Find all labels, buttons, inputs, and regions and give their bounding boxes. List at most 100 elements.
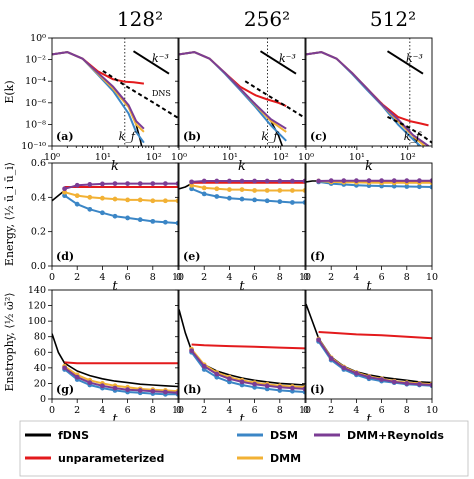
- point-dmm-reynolds: [74, 182, 80, 188]
- series-k: [259, 50, 297, 75]
- x-tick-label: 10²: [273, 152, 289, 163]
- point-dmm: [112, 196, 118, 202]
- series-fdns: [52, 333, 178, 388]
- point-dmm-reynolds: [328, 178, 334, 184]
- panel-letter: (g): [56, 383, 74, 396]
- point-dmm: [290, 188, 295, 193]
- legend-entry-dsm: DSM: [237, 429, 298, 442]
- plot-area: [52, 333, 178, 397]
- series-k: [386, 50, 424, 75]
- series-dmm: [318, 180, 432, 184]
- point-dmm-reynolds: [163, 389, 168, 395]
- point-dmm: [252, 188, 257, 193]
- series-unparameterized: [52, 51, 145, 85]
- point-dmm-reynolds: [150, 388, 156, 394]
- point-dmm-reynolds: [175, 181, 178, 186]
- row-label-spectrum: E(k): [3, 80, 16, 103]
- series-dmm: [64, 191, 178, 202]
- point-dmm-reynolds: [316, 337, 321, 343]
- series-dns: [102, 70, 178, 119]
- point-dsm: [290, 200, 295, 205]
- point-dmm-reynolds: [277, 178, 283, 184]
- point-dmm-reynolds: [137, 181, 143, 187]
- y-tick-label: 140: [28, 285, 46, 296]
- axes-frame: [178, 37, 306, 147]
- point-dmm-reynolds: [341, 178, 347, 184]
- point-dmm: [227, 187, 232, 193]
- point-dmm-reynolds: [404, 381, 410, 386]
- y-tick-label: 10⁻²: [25, 55, 46, 66]
- series-dmm: [190, 348, 305, 389]
- x-tick-label: 10: [426, 405, 438, 416]
- x-axis-label: k: [111, 159, 119, 174]
- y-tick-label: 20: [34, 378, 46, 389]
- point-dsm: [74, 201, 80, 207]
- legend-label-dsm: DSM: [270, 429, 298, 442]
- row-label-enstrophy: Enstrophy, ⟨½ ω̄²⟩: [3, 292, 16, 391]
- x-tick-label: 10: [172, 405, 184, 416]
- point-dmm-reynolds: [214, 178, 220, 184]
- legend-label-dmm-reynolds: DMM+Reynolds: [347, 429, 444, 442]
- point-dmm-reynolds: [391, 379, 397, 385]
- point-dsm: [264, 198, 270, 204]
- point-dsm: [201, 191, 207, 197]
- point-dsm: [175, 220, 178, 226]
- y-tick-label: 0.2: [31, 227, 46, 238]
- x-tick-label: 8: [277, 272, 283, 283]
- series-k: [132, 50, 170, 75]
- point-dmm-reynolds: [252, 178, 257, 184]
- x-tick-label: 0: [176, 272, 182, 283]
- point-dmm: [150, 198, 156, 204]
- x-axis-label: t: [366, 279, 372, 294]
- y-tick-label: 0.0: [31, 261, 46, 272]
- point-dsm: [214, 194, 220, 199]
- y-tick-label: 120: [28, 301, 46, 312]
- panels: 10⁰ 10¹ 10² 10⁰ 10⁻² 10⁻⁴ 10⁻⁶ 10⁻⁸ 10⁻¹⁰ k_f k⁻³ D…: [21, 33, 438, 427]
- point-dmm-reynolds: [214, 371, 220, 377]
- panel-b: 10⁰ 10¹ 10² k_f k⁻³ (b) k: [171, 37, 306, 174]
- point-dmm-reynolds: [328, 356, 334, 361]
- x-tick-label: 10⁰: [44, 152, 60, 163]
- axes-frame: [305, 37, 433, 147]
- point-dsm: [417, 184, 422, 190]
- plot-area: [306, 178, 432, 190]
- x-tick-label: 10²: [400, 152, 416, 163]
- enstrophy-ylabel: Enstrophy, ⟨½ ω̄²⟩: [3, 292, 16, 391]
- point-dmm-reynolds: [354, 178, 359, 184]
- x-tick-label: 4: [99, 405, 105, 416]
- point-dsm: [302, 200, 305, 205]
- y-tick-label: 10⁰: [30, 33, 46, 44]
- slope-label: k⁻³: [279, 52, 296, 65]
- panel-f: 0 2 4 6 8 10 (f) t: [302, 162, 438, 294]
- y-tick-label: 0: [40, 394, 46, 405]
- series-dmm: [64, 365, 178, 393]
- point-dmm: [277, 188, 283, 193]
- panel-i: 0 2 4 6 8 10 (i) t: [302, 289, 438, 427]
- dns-label: DNS: [152, 89, 171, 98]
- x-tick-label: 4: [226, 272, 232, 283]
- point-dmm-reynolds: [189, 179, 195, 185]
- x-tick-label: 0: [49, 405, 55, 416]
- series-unparameterized: [191, 343, 305, 350]
- x-tick-label: 2: [74, 272, 80, 283]
- point-dmm: [214, 186, 220, 192]
- x-tick-label: 8: [150, 272, 156, 283]
- series-dmm-reynolds: [191, 180, 305, 183]
- panel-h: 0 2 4 6 8 10 (h) t: [175, 289, 311, 427]
- x-tick-label: 6: [379, 405, 385, 416]
- series-dmm-reynolds: [64, 182, 178, 190]
- point-dmm-reynolds: [74, 374, 80, 380]
- series-dsm: [63, 368, 178, 396]
- point-dmm-reynolds: [100, 181, 105, 187]
- y-tick-label: 10⁻⁴: [25, 76, 46, 87]
- slope-label: k⁻³: [152, 52, 169, 65]
- axes-frame: [178, 162, 306, 267]
- series-dmm: [179, 51, 287, 133]
- x-tick-label: 6: [379, 272, 385, 283]
- point-dsm: [189, 186, 195, 192]
- series-dmm-reynolds: [64, 367, 178, 394]
- plot-area: [306, 303, 432, 389]
- point-dmm: [302, 188, 305, 193]
- point-dmm: [62, 189, 67, 195]
